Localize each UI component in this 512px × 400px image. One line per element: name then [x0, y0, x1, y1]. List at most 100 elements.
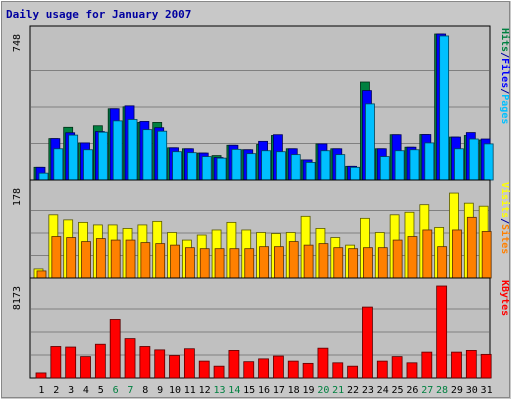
bar-sites-23 [363, 247, 373, 279]
bar-sites-5 [95, 238, 106, 279]
bar-pages-13 [216, 157, 227, 181]
bar-kbytes-23 [362, 306, 373, 379]
bar-sites-28 [437, 246, 448, 279]
bar-pages-15 [246, 153, 257, 181]
bar-pages-26 [409, 149, 420, 181]
bar-pages-2 [53, 148, 64, 181]
x-label-13: 13 [213, 385, 225, 396]
x-label-5: 5 [98, 385, 104, 396]
bar-pages-7 [127, 119, 138, 181]
bar-kbytes-19 [302, 362, 314, 379]
bar-kbytes-31 [480, 353, 492, 379]
x-label-28: 28 [436, 385, 448, 396]
bar-kbytes-13 [213, 365, 225, 379]
x-label-6: 6 [113, 385, 119, 396]
bar-sites-27 [422, 229, 433, 279]
bar-kbytes-26 [406, 362, 418, 379]
bar-pages-12 [201, 156, 212, 181]
x-label-19: 19 [302, 385, 314, 396]
x-label-14: 14 [228, 385, 240, 396]
x-label-4: 4 [83, 385, 89, 396]
bar-kbytes-10 [169, 355, 180, 379]
bar-sites-16 [259, 246, 269, 279]
bar-sites-12 [199, 248, 210, 279]
bar-kbytes-27 [421, 351, 433, 379]
x-label-31: 31 [481, 385, 493, 396]
legend-item: Hits [499, 28, 511, 52]
x-label-20: 20 [317, 385, 329, 396]
bar-pages-19 [305, 162, 316, 181]
x-label-24: 24 [377, 385, 389, 396]
bar-kbytes-17 [273, 355, 284, 379]
bar-sites-3 [66, 237, 77, 279]
bar-kbytes-11 [183, 348, 195, 379]
bar-kbytes-4 [80, 356, 91, 379]
bar-pages-11 [186, 152, 197, 181]
bar-sites-30 [466, 216, 477, 279]
bar-pages-25 [394, 150, 405, 181]
x-label-3: 3 [68, 385, 74, 396]
bar-pages-23 [365, 103, 375, 181]
x-label-17: 17 [273, 385, 285, 396]
bar-sites-11 [184, 247, 195, 279]
x-label-25: 25 [392, 385, 404, 396]
bar-sites-19 [303, 244, 314, 279]
bar-sites-24 [377, 247, 388, 279]
bar-kbytes-15 [243, 361, 255, 379]
bar-kbytes-16 [258, 358, 269, 379]
bar-pages-22 [350, 166, 361, 181]
legend-item: / [499, 52, 510, 58]
panel-visits-sites: 178 Visits/Sites [12, 179, 511, 279]
bar-kbytes-22 [347, 365, 359, 379]
bar-pages-30 [468, 138, 479, 181]
x-label-27: 27 [421, 385, 433, 396]
bar-pages-4 [83, 149, 93, 181]
x-label-29: 29 [451, 385, 463, 396]
legend-visits-sites: Visits/Sites [499, 182, 511, 254]
legend-item: / [499, 88, 510, 94]
x-label-11: 11 [184, 385, 196, 396]
bar-sites-17 [274, 246, 284, 279]
legend-item: / [499, 218, 510, 224]
bar-pages-14 [231, 148, 242, 181]
bar-sites-6 [110, 239, 121, 279]
bar-pages-18 [290, 154, 301, 181]
bar-kbytes-12 [198, 360, 210, 379]
bar-kbytes-3 [65, 346, 77, 379]
bar-pages-24 [379, 156, 390, 181]
bar-pages-27 [424, 142, 435, 181]
bar-kbytes-7 [124, 338, 136, 379]
bar-sites-18 [288, 241, 299, 279]
bar-pages-20 [320, 150, 331, 181]
bar-kbytes-25 [391, 356, 403, 379]
bar-sites-10 [170, 244, 180, 279]
bar-sites-26 [407, 236, 418, 279]
legend-item: Pages [499, 94, 510, 124]
bar-sites-15 [244, 248, 255, 279]
bar-pages-31 [483, 143, 494, 181]
series-kbytes [35, 285, 492, 379]
bar-sites-31 [481, 231, 492, 279]
bar-pages-9 [157, 130, 168, 181]
legend-item: Sites [499, 224, 511, 254]
bar-pages-28 [439, 35, 450, 181]
bar-kbytes-8 [139, 346, 151, 379]
x-label-2: 2 [53, 385, 59, 396]
bar-kbytes-20 [317, 347, 329, 379]
x-label-7: 7 [127, 385, 133, 396]
bar-kbytes-5 [94, 343, 106, 379]
y-max-label: 8173 [12, 286, 23, 310]
bar-sites-1 [36, 270, 47, 279]
bar-sites-7 [125, 239, 136, 279]
bar-sites-20 [318, 243, 329, 279]
bar-kbytes-24 [376, 360, 388, 379]
bar-kbytes-9 [154, 349, 166, 379]
x-label-18: 18 [288, 385, 300, 396]
panel-hits-files-pages: 748 Hits/Files/Pages [12, 25, 511, 181]
bar-pages-17 [276, 151, 286, 181]
bar-kbytes-30 [465, 350, 477, 379]
bar-sites-8 [140, 242, 151, 279]
bar-sites-14 [229, 248, 240, 279]
